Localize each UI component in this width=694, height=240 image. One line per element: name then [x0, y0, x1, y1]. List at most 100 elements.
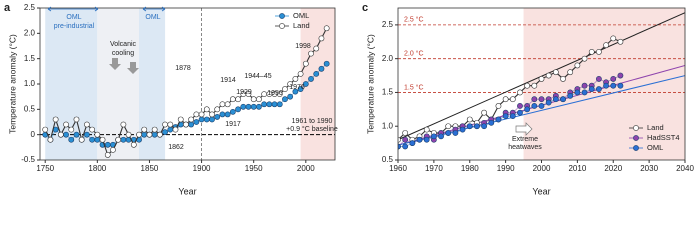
data-point	[610, 76, 617, 82]
data-point	[545, 99, 552, 106]
data-point	[287, 93, 294, 100]
data-point	[617, 38, 624, 45]
x-tick-label: 1750	[36, 164, 54, 173]
data-point	[302, 60, 309, 67]
annotation: +0.9 °C baseline	[286, 125, 338, 133]
arrow	[127, 62, 139, 74]
data-point	[42, 126, 49, 133]
data-point	[156, 131, 163, 138]
arrow	[515, 122, 533, 136]
data-point	[323, 25, 330, 32]
y-tick-label: 2.5	[24, 3, 36, 12]
data-point	[313, 70, 320, 77]
x-axis-label: Year	[178, 186, 196, 196]
data-point	[610, 82, 617, 89]
data-point	[193, 119, 200, 125]
data-point	[423, 136, 430, 143]
annotation: 1944–45	[244, 73, 271, 80]
reference-label: 2.0 °C	[404, 50, 424, 58]
data-point	[502, 96, 509, 103]
data-point	[151, 126, 158, 133]
annotation: 1961 to 1990	[292, 118, 333, 125]
data-point	[502, 113, 509, 119]
annotation: Extreme	[512, 136, 538, 143]
data-point	[524, 82, 531, 89]
panel-label: c	[362, 2, 368, 14]
data-point	[297, 70, 304, 77]
y-tick-label: 1.5	[24, 54, 36, 63]
data-point	[188, 116, 195, 123]
data-point	[481, 109, 487, 116]
plot-area	[398, 8, 685, 160]
plot-area	[40, 8, 335, 160]
data-point	[94, 131, 101, 138]
data-point	[488, 119, 495, 126]
data-point	[136, 131, 142, 138]
data-point	[203, 106, 210, 113]
data-point	[531, 82, 538, 89]
data-point	[183, 121, 189, 128]
data-point	[162, 121, 168, 128]
data-point	[452, 130, 459, 136]
data-point	[474, 123, 480, 130]
data-point	[318, 35, 325, 42]
data-point	[517, 89, 523, 96]
data-point	[517, 109, 523, 116]
x-tick-label: 1900	[193, 164, 211, 173]
data-point	[538, 96, 545, 103]
annotation: OML	[66, 14, 81, 21]
data-point	[596, 86, 602, 92]
annotation: pre-industrial	[54, 23, 95, 30]
data-point	[214, 114, 221, 120]
panel-label: a	[4, 2, 11, 14]
x-tick-label: 2030	[640, 164, 658, 173]
data-point	[617, 82, 624, 89]
data-point	[94, 136, 101, 143]
x-tick-label: 2040	[676, 164, 694, 173]
data-point	[445, 123, 452, 130]
data-point	[560, 96, 566, 103]
data-point	[84, 121, 90, 128]
legend-marker	[633, 125, 639, 131]
data-point	[214, 106, 221, 113]
data-point	[588, 86, 595, 92]
data-point	[68, 136, 75, 143]
data-point	[125, 131, 132, 138]
data-point	[250, 96, 257, 103]
x-tick-label: 1800	[88, 164, 106, 173]
annotation: 1914	[220, 77, 236, 84]
data-point	[581, 89, 588, 96]
data-point	[219, 111, 226, 118]
data-point	[63, 121, 69, 128]
data-point	[68, 126, 75, 133]
data-point	[423, 126, 430, 133]
data-point	[209, 111, 215, 118]
range-arrow	[142, 6, 166, 12]
data-point	[552, 96, 559, 103]
x-tick-label: 1980	[461, 164, 479, 173]
x-tick-label: 2020	[604, 164, 622, 173]
data-point	[445, 130, 452, 136]
data-point	[402, 143, 409, 150]
data-point	[495, 103, 502, 109]
data-point	[256, 103, 262, 110]
data-point	[438, 133, 444, 140]
x-tick-label: 1960	[389, 164, 407, 173]
data-point	[198, 111, 205, 118]
data-point	[574, 62, 581, 69]
y-tick-label: 2.0	[24, 28, 36, 37]
data-point	[402, 136, 409, 143]
data-point	[603, 42, 609, 49]
reference-label: 2.5 °C	[404, 16, 424, 24]
data-point	[588, 49, 595, 55]
data-point	[104, 152, 111, 158]
data-point	[538, 76, 545, 82]
data-point	[430, 133, 437, 140]
y-tick-label: 2.5	[382, 20, 394, 29]
y-tick-label: 1.5	[382, 88, 394, 97]
data-point	[323, 60, 330, 67]
data-point	[256, 96, 262, 103]
annotation: OML	[145, 14, 160, 21]
data-point	[466, 123, 473, 130]
data-point	[63, 131, 69, 138]
